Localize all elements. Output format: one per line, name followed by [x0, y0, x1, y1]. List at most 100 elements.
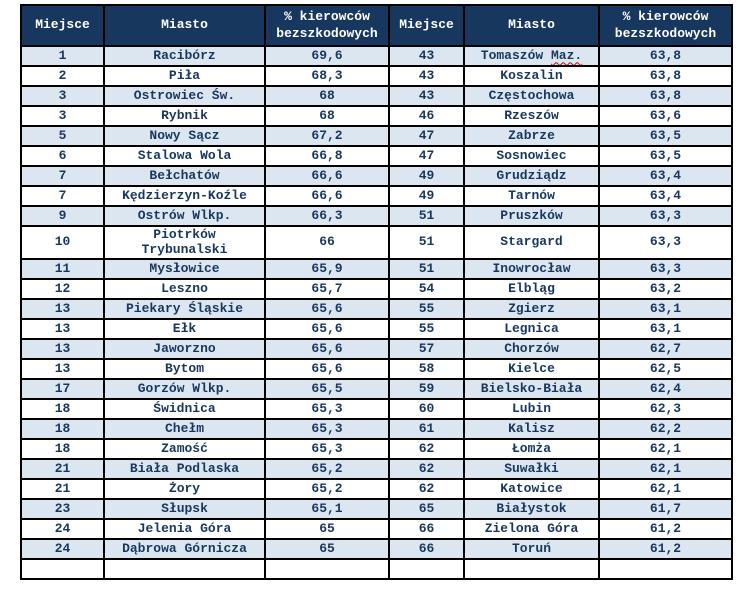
cell-pct-left: 65,6 [264, 298, 390, 320]
cell-city-left: Biała Podlaska [103, 458, 266, 480]
cell-pct-right: 62,4 [598, 378, 733, 400]
cell-empty [103, 558, 266, 580]
table-row: 7 Bełchatów 66,6 49 Grudziądz 63,4 [20, 165, 733, 187]
cell-city-right: Stargard [463, 225, 600, 260]
cell-city-left: Ełk [103, 318, 266, 340]
table-row: 12 Leszno 65,7 54 Elbląg 63,2 [20, 278, 733, 300]
cell-pct-right: 61,2 [598, 538, 733, 560]
cell-place-right: 46 [388, 105, 465, 127]
drivers-ranking-table: Miejsce Miasto % kierowców bezszkodowych… [20, 4, 733, 580]
cell-city-left: Bełchatów [103, 165, 266, 187]
cell-city-right: Koszalin [463, 65, 600, 87]
cell-pct-right: 62,7 [598, 338, 733, 360]
cell-city-left: Racibórz [103, 45, 266, 67]
table-row: 7 Kędzierzyn-Koźle 66,6 49 Tarnów 63,4 [20, 185, 733, 207]
cell-city-left: Zamość [103, 438, 266, 460]
cell-city-left: Piła [103, 65, 266, 87]
cell-city-left: Świdnica [103, 398, 266, 420]
cell-pct-right: 63,1 [598, 318, 733, 340]
cell-place-left: 13 [20, 358, 105, 380]
cell-city-left: Piekary Śląskie [103, 298, 266, 320]
cell-city-right: Białystok [463, 498, 600, 520]
cell-place-left: 18 [20, 418, 105, 440]
cell-pct-left: 68 [264, 85, 390, 107]
table-row: 24 Jelenia Góra 65 66 Zielona Góra 61,2 [20, 518, 733, 540]
cell-pct-right: 63,5 [598, 125, 733, 147]
table-row: 3 Rybnik 68 46 Rzeszów 63,6 [20, 105, 733, 127]
cell-pct-right: 63,5 [598, 145, 733, 167]
cell-pct-left: 65,2 [264, 458, 390, 480]
spellcheck-underlined-word: Maz. [551, 47, 583, 63]
cell-pct-right: 63,2 [598, 278, 733, 300]
header-place-left: Miejsce [20, 4, 105, 47]
header-pct-line1: % kierowców [284, 8, 370, 24]
cell-place-right: 51 [388, 225, 465, 260]
cell-place-left: 1 [20, 45, 105, 67]
cell-city-left: Kędzierzyn-Koźle [103, 185, 266, 207]
table-row: 5 Nowy Sącz 67,2 47 Zabrze 63,5 [20, 125, 733, 147]
table-row: 2 Piła 68,3 43 Koszalin 63,8 [20, 65, 733, 87]
cell-city-right: Tomaszów Maz. [463, 45, 600, 67]
header-pct-left: % kierowców bezszkodowych [264, 4, 390, 47]
cell-place-left: 13 [20, 318, 105, 340]
cell-pct-right: 63,8 [598, 85, 733, 107]
cell-city-left: Nowy Sącz [103, 125, 266, 147]
cell-pct-right: 62,1 [598, 478, 733, 500]
cell-pct-left: 67,2 [264, 125, 390, 147]
cell-pct-left: 65,9 [264, 258, 390, 280]
header-pct-line1: % kierowców [622, 8, 709, 24]
cell-pct-right: 63,8 [598, 45, 733, 67]
cell-pct-right: 63,1 [598, 298, 733, 320]
cell-place-right: 59 [388, 378, 465, 400]
cell-place-left: 9 [20, 205, 105, 227]
cell-place-left: 3 [20, 105, 105, 127]
cell-place-left: 18 [20, 438, 105, 460]
cell-pct-left: 65,6 [264, 318, 390, 340]
cell-place-left: 3 [20, 85, 105, 107]
cell-pct-right: 62,1 [598, 438, 733, 460]
cell-pct-right: 62,2 [598, 418, 733, 440]
cell-pct-left: 65,3 [264, 438, 390, 460]
table-row: 1 Racibórz 69,6 43 Tomaszów Maz. 63,8 [20, 45, 733, 67]
cell-city-right: Chorzów [463, 338, 600, 360]
cell-pct-left: 66,8 [264, 145, 390, 167]
cell-place-right: 65 [388, 498, 465, 520]
table-row: 9 Ostrów Wlkp. 66,3 51 Pruszków 63,3 [20, 205, 733, 227]
table-row: 23 Słupsk 65,1 65 Białystok 61,7 [20, 498, 733, 520]
cell-place-left: 21 [20, 478, 105, 500]
cell-place-right: 55 [388, 318, 465, 340]
header-pct-right: % kierowców bezszkodowych [598, 4, 733, 47]
cell-pct-right: 63,8 [598, 65, 733, 87]
cell-place-left: 2 [20, 65, 105, 87]
cell-pct-left: 65,7 [264, 278, 390, 300]
cell-pct-left: 68 [264, 105, 390, 127]
cell-city-left: Chełm [103, 418, 266, 440]
cell-city-left: Ostrów Wlkp. [103, 205, 266, 227]
cell-place-right: 47 [388, 125, 465, 147]
cell-pct-right: 63,3 [598, 225, 733, 260]
cell-city-left: Piotrków Trybunalski [103, 225, 266, 260]
cell-city-right: Bielsko-Biała [463, 378, 600, 400]
cell-city-right: Pruszków [463, 205, 600, 227]
cell-city-right: Inowrocław [463, 258, 600, 280]
cell-city-left: Jaworzno [103, 338, 266, 360]
table-row: 18 Zamość 65,3 62 Łomża 62,1 [20, 438, 733, 460]
cell-city-left: Gorzów Wlkp. [103, 378, 266, 400]
cell-pct-left: 65 [264, 518, 390, 540]
cell-city-right: Legnica [463, 318, 600, 340]
cell-place-right: 47 [388, 145, 465, 167]
cell-pct-left: 66,6 [264, 185, 390, 207]
cell-place-right: 62 [388, 438, 465, 460]
cell-place-right: 66 [388, 518, 465, 540]
table-row: 13 Jaworzno 65,6 57 Chorzów 62,7 [20, 338, 733, 360]
cell-pct-right: 63,4 [598, 185, 733, 207]
cell-city-right: Zgierz [463, 298, 600, 320]
cell-city-left: Jelenia Góra [103, 518, 266, 540]
cell-city-left: Ostrowiec Św. [103, 85, 266, 107]
table-row: 13 Piekary Śląskie 65,6 55 Zgierz 63,1 [20, 298, 733, 320]
cell-pct-left: 65,1 [264, 498, 390, 520]
cell-place-left: 12 [20, 278, 105, 300]
cell-pct-left: 66 [264, 225, 390, 260]
table-row: 3 Ostrowiec Św. 68 43 Częstochowa 63,8 [20, 85, 733, 107]
